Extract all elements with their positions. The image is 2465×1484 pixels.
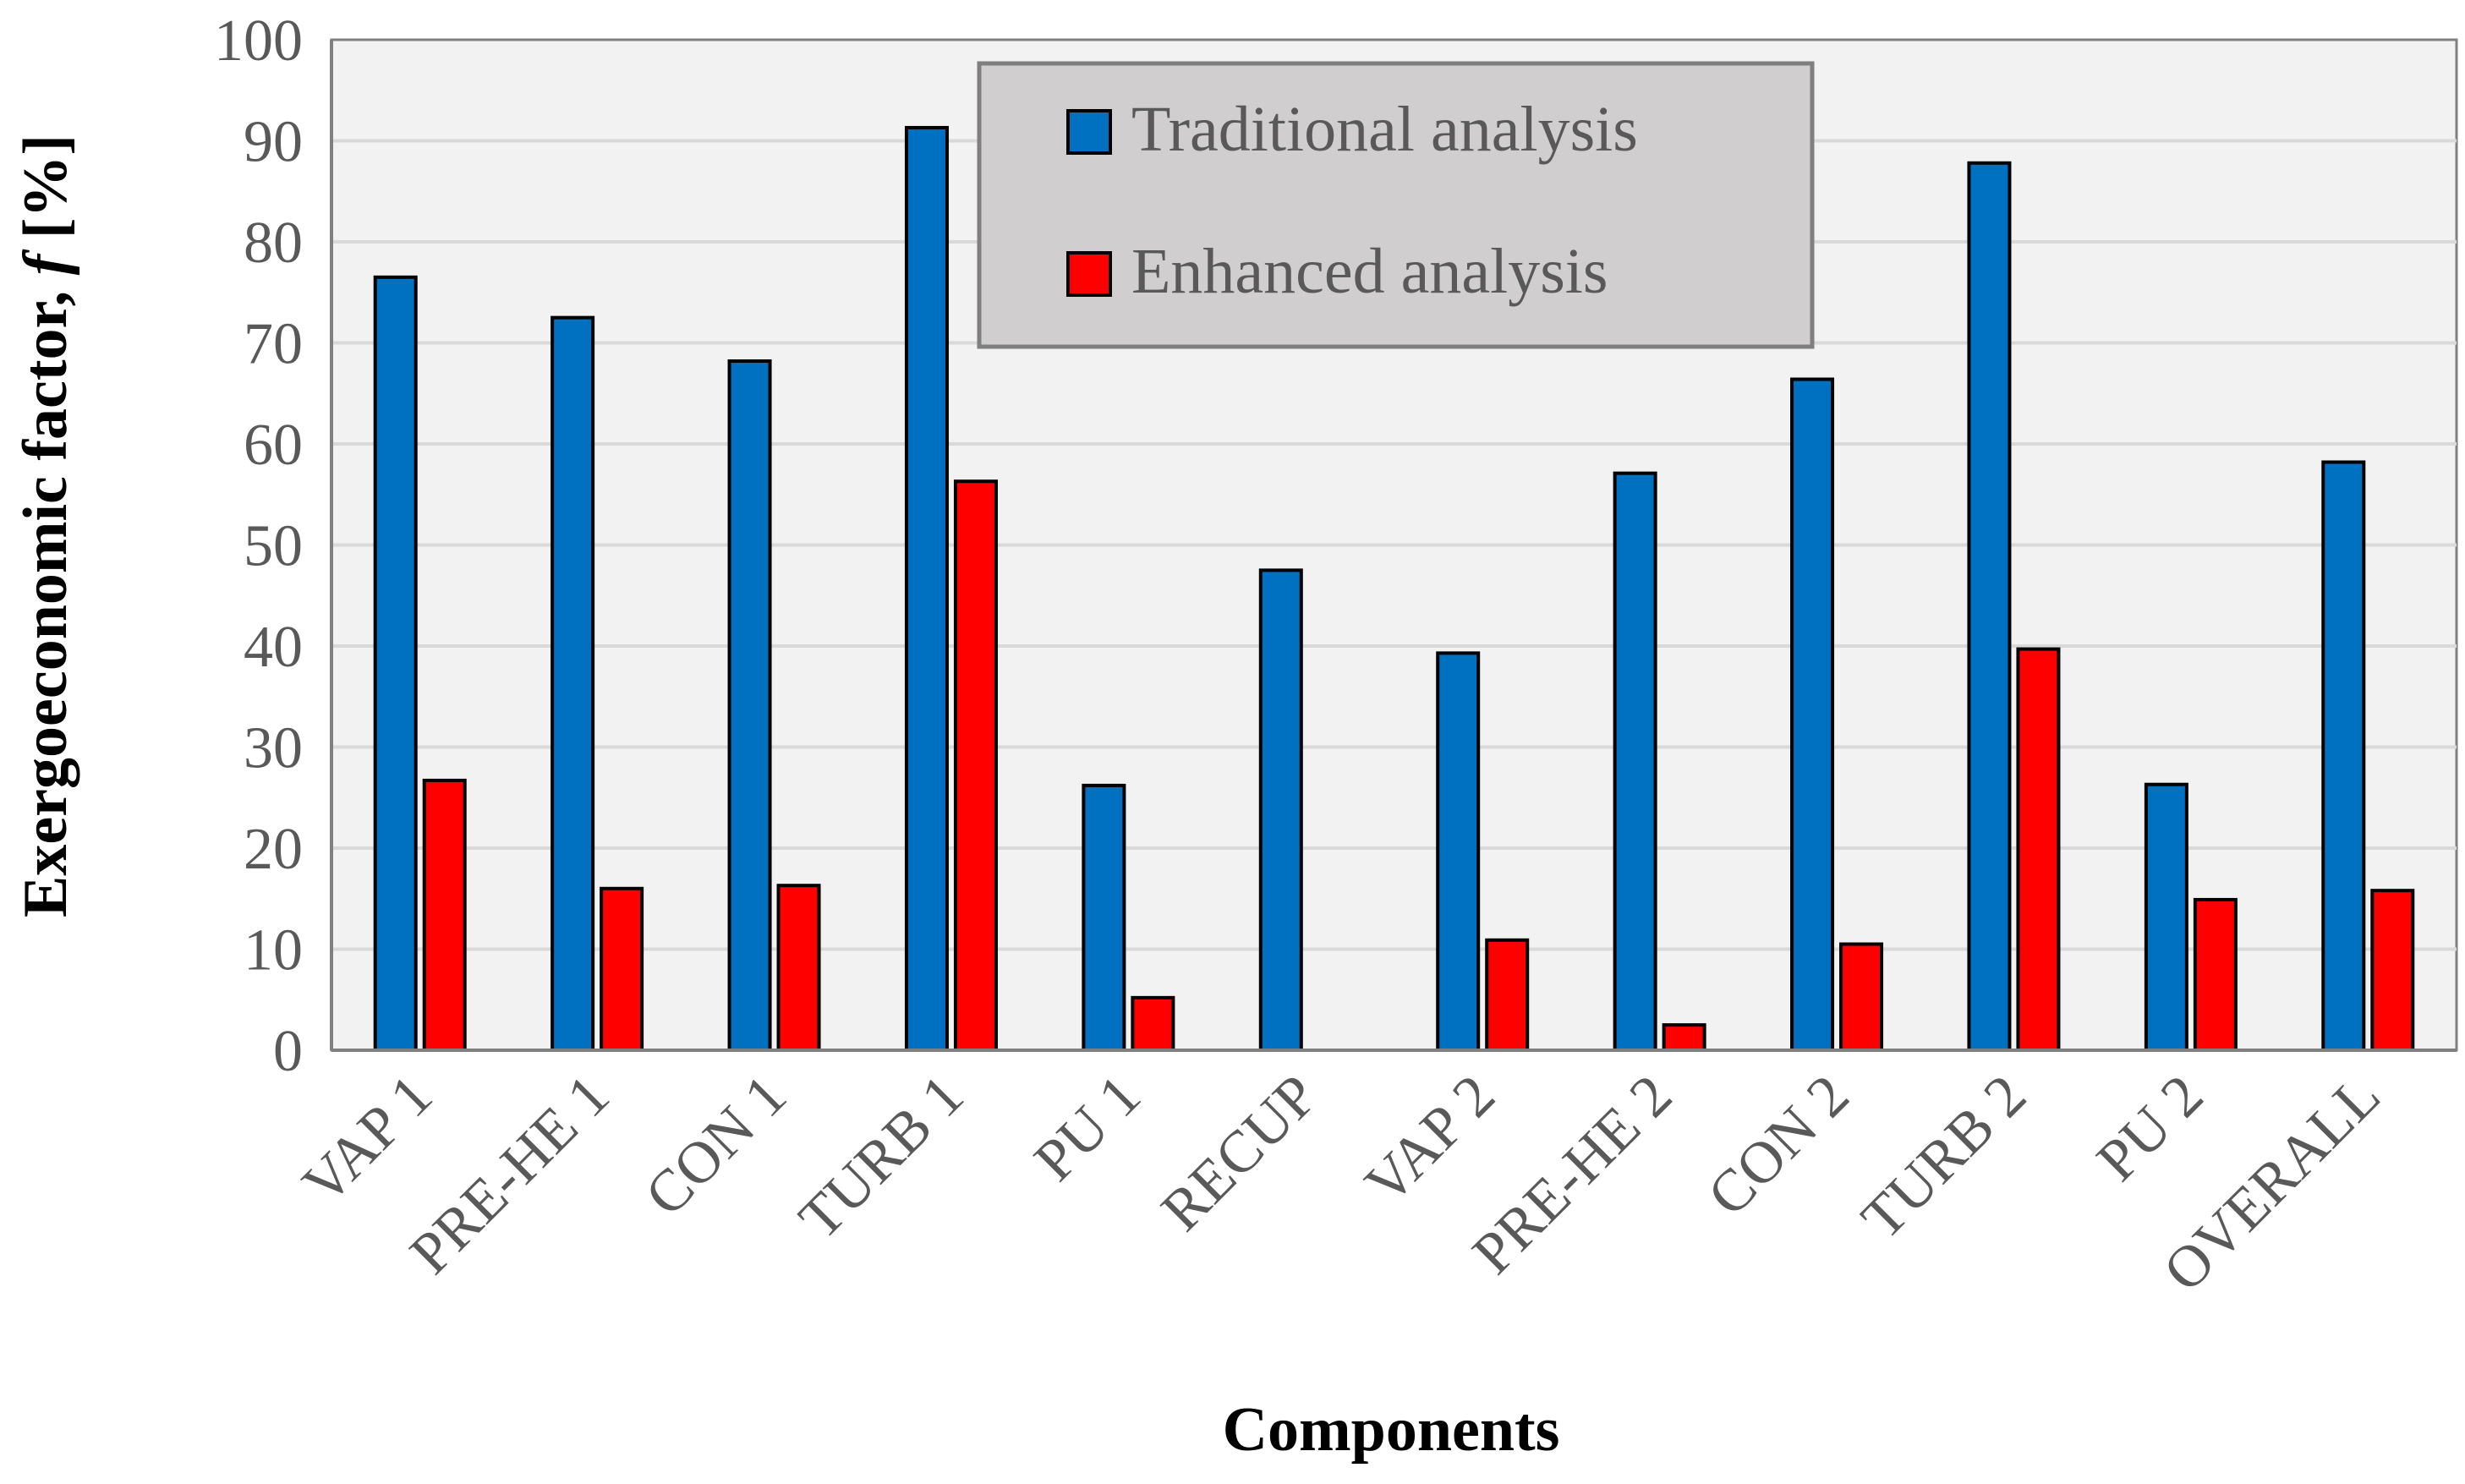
y-tick-label: 30 (244, 716, 303, 781)
bar-traditional-con-2 (1790, 377, 1835, 1052)
y-tick-label: 80 (244, 211, 303, 276)
y-tick-label: 40 (244, 615, 303, 680)
y-tick-label: 100 (214, 8, 303, 74)
bar-enhanced-pu-2 (2193, 897, 2238, 1052)
bar-traditional-pu-1 (1082, 783, 1126, 1052)
bar-enhanced-overall (2370, 889, 2415, 1052)
bar-traditional-turb-2 (1967, 161, 2012, 1052)
bar-traditional-pu-2 (2144, 782, 2188, 1053)
x-tick-label: RECUP (1149, 1063, 1330, 1244)
y-tick-label: 90 (244, 110, 303, 175)
legend: Traditional analysis Enhanced analysis (977, 61, 1815, 349)
x-tick-label: TURB 2 (1849, 1063, 2039, 1252)
bar-enhanced-pre-he-1 (600, 886, 644, 1053)
bar-traditional-con-1 (727, 359, 772, 1052)
bar-enhanced-turb-2 (2016, 647, 2061, 1053)
x-tick-label: CON 2 (1695, 1063, 1861, 1229)
bar-traditional-overall (2321, 460, 2366, 1052)
x-tick-label: VAP 1 (291, 1063, 445, 1217)
y-tick-label: 70 (244, 312, 303, 377)
bar-enhanced-pu-1 (1131, 995, 1175, 1052)
legend-label-traditional: Traditional analysis (1131, 94, 1638, 165)
y-tick-label: 20 (244, 817, 303, 882)
y-axis-title: Exergoeconomic factor, f [%] (11, 134, 80, 917)
y-tick-label: 60 (244, 413, 303, 478)
x-axis-title: Components (1223, 1395, 1560, 1465)
bar-traditional-vap-2 (1436, 651, 1481, 1052)
legend-label-enhanced: Enhanced analysis (1131, 236, 1608, 307)
x-tick-label: TURB 1 (787, 1063, 977, 1252)
x-tick-label: CON 1 (633, 1063, 799, 1229)
y-axis-title-suffix: [%] (11, 134, 80, 255)
legend-box (977, 61, 1815, 349)
y-tick-label: 10 (244, 918, 303, 983)
bar-enhanced-turb-1 (953, 479, 998, 1052)
bar-traditional-turb-1 (904, 125, 949, 1053)
bar-traditional-pre-he-1 (551, 315, 595, 1052)
legend-swatch-traditional (1066, 109, 1112, 155)
y-tick-labels: 0 10 20 30 40 50 60 70 80 90 100 (214, 8, 303, 1084)
y-tick-label: 50 (244, 514, 303, 579)
bar-traditional-recup (1258, 568, 1303, 1052)
bar-enhanced-vap-2 (1485, 938, 1530, 1052)
x-tick-label: PU 1 (1022, 1063, 1153, 1194)
y-axis-title-prefix: Exergoeconomic factor, (11, 275, 80, 917)
bar-enhanced-pre-he-2 (1662, 1023, 1706, 1052)
x-tick-label: VAP 2 (1353, 1063, 1507, 1217)
bar-marks (373, 125, 2415, 1053)
bar-enhanced-con-1 (776, 884, 821, 1052)
bar-enhanced-vap-1 (422, 778, 467, 1052)
x-tick-label: PU 2 (2084, 1063, 2216, 1194)
bar-traditional-vap-1 (373, 275, 418, 1052)
y-tick-label: 0 (273, 1019, 303, 1084)
legend-swatch-enhanced (1066, 251, 1112, 297)
bar-traditional-pre-he-2 (1613, 471, 1657, 1052)
bar-enhanced-con-2 (1839, 942, 1884, 1053)
